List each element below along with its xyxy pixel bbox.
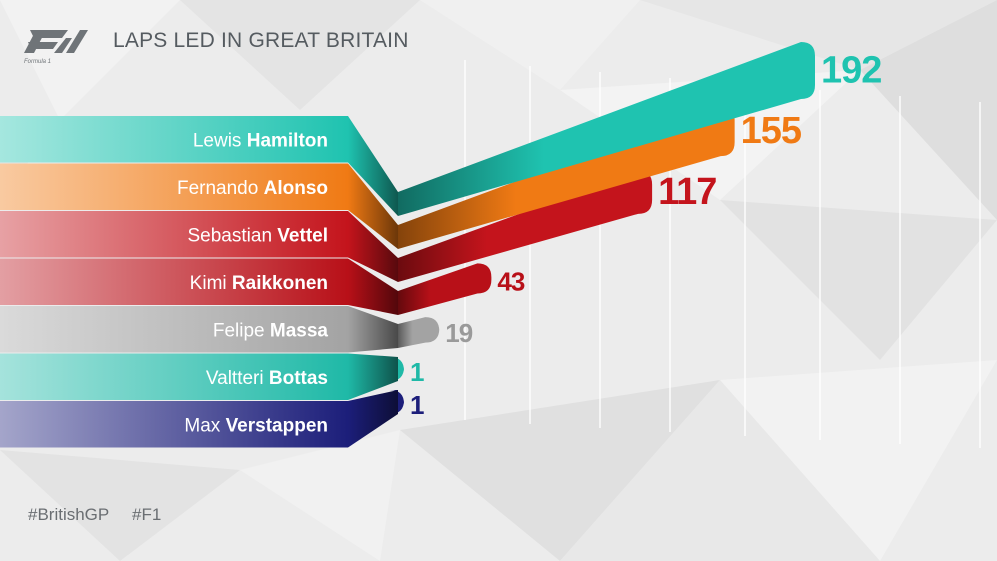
driver-panel (0, 306, 348, 353)
connector-wedge (348, 353, 398, 400)
driver-first-name: Max (184, 415, 225, 436)
driver-last-name: Raikkonen (232, 273, 328, 294)
driver-first-name: Lewis (193, 130, 247, 151)
value-bar (390, 357, 404, 381)
driver-panel (0, 258, 348, 305)
hashtag-britishgp[interactable]: #BritishGP (28, 505, 110, 524)
driver-last-name: Hamilton (247, 130, 328, 151)
driver-first-name: Felipe (213, 320, 270, 341)
driver-first-name: Valtteri (206, 368, 269, 389)
data-label: 1 (410, 390, 424, 420)
data-label: 19 (445, 318, 472, 348)
data-label: 155 (741, 110, 802, 152)
driver-last-name: Bottas (269, 368, 328, 389)
driver-name: Valtteri Bottas (206, 368, 328, 389)
driver-first-name: Fernando (177, 178, 264, 199)
driver-last-name: Vettel (277, 225, 328, 246)
driver-last-name: Massa (270, 320, 329, 341)
hashtag-f1[interactable]: #F1 (131, 505, 162, 524)
driver-panel (0, 116, 348, 163)
driver-name: Sebastian Vettel (188, 225, 329, 246)
value-bar (398, 42, 815, 216)
data-label: 43 (497, 266, 524, 296)
connector-wedge (348, 116, 398, 216)
connector-wedge (348, 163, 398, 249)
hashtags: #BritishGP #F1 (28, 505, 173, 525)
value-bar (390, 390, 404, 414)
driver-name: Lewis Hamilton (193, 130, 328, 151)
driver-panel (0, 353, 348, 400)
data-label: 192 (821, 50, 881, 92)
driver-name: Fernando Alonso (177, 178, 328, 199)
driver-panel (0, 163, 348, 210)
driver-name: Felipe Massa (213, 320, 329, 341)
connector-wedge (348, 258, 398, 315)
driver-panel (0, 401, 348, 448)
connector-wedge (348, 306, 398, 353)
connector-wedge (348, 390, 398, 448)
data-label: 117 (658, 171, 716, 213)
driver-name: Max Verstappen (184, 415, 328, 436)
logo-caption: Formula 1 (24, 59, 51, 65)
f1-logo: Formula 1 (24, 30, 88, 65)
connector-wedge (348, 211, 398, 282)
driver-panel (0, 211, 348, 258)
driver-first-name: Sebastian (188, 225, 278, 246)
driver-first-name: Kimi (190, 273, 232, 294)
driver-name: Kimi Raikkonen (190, 273, 328, 294)
value-bar (398, 170, 653, 282)
page-title: LAPS LED IN GREAT BRITAIN (113, 29, 409, 52)
value-bar (398, 317, 440, 348)
value-bar (398, 263, 492, 315)
driver-last-name: Alonso (264, 178, 328, 199)
driver-last-name: Verstappen (226, 415, 328, 436)
data-label: 1 (410, 357, 424, 387)
